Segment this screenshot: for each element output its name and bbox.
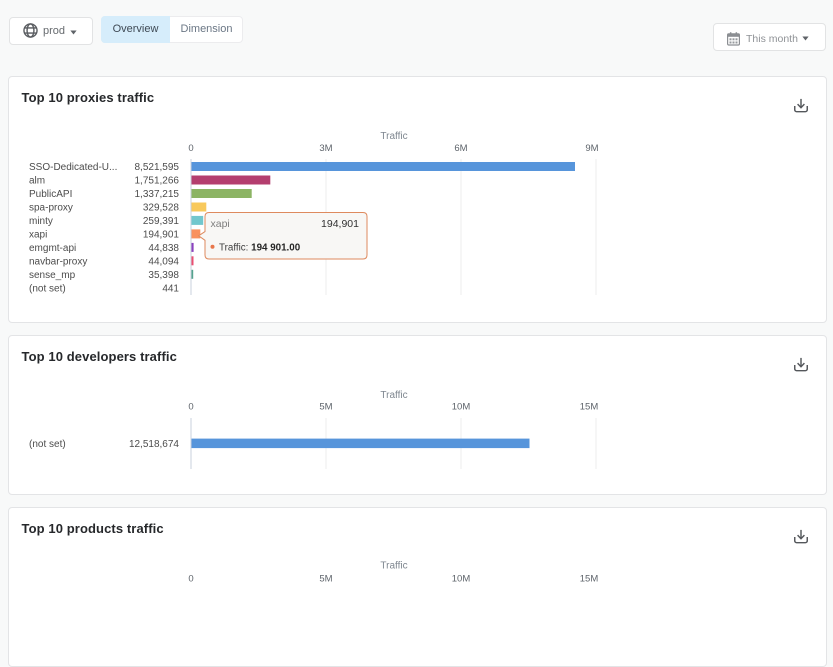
svg-text:xapi: xapi (29, 229, 47, 240)
svg-text:35,398: 35,398 (148, 270, 179, 281)
svg-text:Traffic: Traffic (380, 131, 407, 142)
svg-text:3M: 3M (319, 143, 332, 154)
svg-text:0: 0 (188, 574, 193, 585)
svg-text:0: 0 (188, 143, 193, 154)
svg-text:15M: 15M (580, 402, 599, 413)
svg-text:Traffic: 194 901.00: Traffic: 194 901.00 (219, 242, 301, 253)
svg-text:0: 0 (188, 402, 193, 413)
svg-text:259,391: 259,391 (143, 216, 180, 227)
svg-text:44,094: 44,094 (148, 256, 179, 267)
svg-text:441: 441 (162, 283, 179, 294)
svg-text:navbar-proxy: navbar-proxy (29, 256, 87, 267)
svg-text:alm: alm (29, 176, 45, 187)
svg-text:10M: 10M (452, 574, 471, 585)
svg-text:Traffic: Traffic (380, 390, 407, 401)
svg-text:1,337,215: 1,337,215 (135, 189, 180, 200)
svg-text:sense_mp: sense_mp (29, 270, 76, 281)
svg-text:329,528: 329,528 (143, 203, 180, 214)
svg-text:SSO-Dedicated-U...: SSO-Dedicated-U... (29, 162, 117, 173)
svg-text:15M: 15M (580, 574, 599, 585)
svg-text:Traffic: Traffic (380, 561, 407, 572)
svg-text:194,901: 194,901 (143, 229, 180, 240)
svg-text:(not set): (not set) (29, 283, 66, 294)
svg-text:8,521,595: 8,521,595 (135, 162, 180, 173)
svg-text:10M: 10M (452, 402, 471, 413)
svg-text:194,901: 194,901 (321, 218, 359, 230)
svg-text:emgmt-api: emgmt-api (29, 243, 76, 254)
svg-text:xapi: xapi (211, 218, 230, 230)
svg-text:6M: 6M (454, 143, 467, 154)
svg-text:5M: 5M (319, 574, 332, 585)
svg-text:5M: 5M (319, 402, 332, 413)
svg-text:PublicAPI: PublicAPI (29, 189, 72, 200)
svg-text:44,838: 44,838 (148, 243, 179, 254)
svg-text:minty: minty (29, 216, 53, 227)
svg-text:(not set): (not set) (29, 439, 66, 450)
svg-text:1,751,266: 1,751,266 (135, 176, 180, 187)
svg-text:9M: 9M (585, 143, 598, 154)
svg-text:12,518,674: 12,518,674 (129, 439, 179, 450)
svg-text:spa-proxy: spa-proxy (29, 203, 73, 214)
